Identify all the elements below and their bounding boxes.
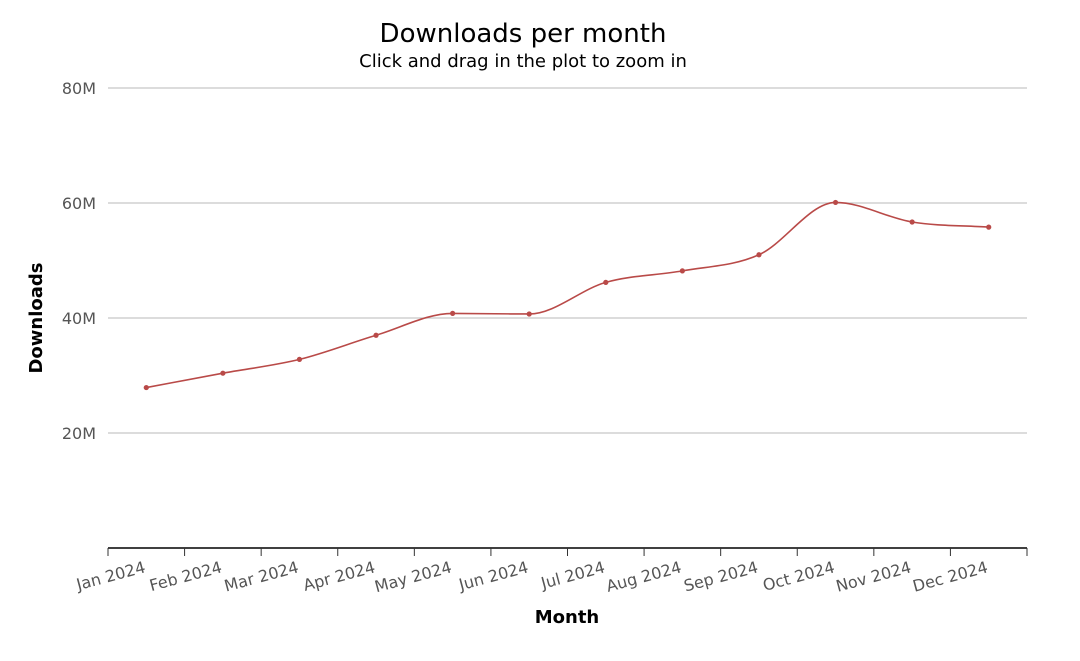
chart-subtitle: Click and drag in the plot to zoom in [359, 51, 687, 72]
x-tick-label: Aug 2024 [604, 558, 683, 596]
data-point-jul-2024[interactable] [603, 279, 609, 285]
x-tick-label: May 2024 [373, 558, 454, 597]
chart-title: Downloads per month [380, 19, 667, 49]
y-tick-label: 60M [62, 194, 96, 213]
y-axis-title: Downloads [26, 262, 47, 373]
y-tick-label: 20M [62, 424, 96, 443]
data-point-feb-2024[interactable] [220, 370, 226, 376]
x-tick-label: Dec 2024 [911, 558, 990, 596]
data-point-oct-2024[interactable] [832, 199, 839, 206]
data-point-sep-2024[interactable] [756, 252, 762, 258]
data-point-aug-2024[interactable] [679, 268, 685, 274]
y-axis-ticks: 20M 40M 60M 80M [62, 79, 96, 443]
x-tick-label: Feb 2024 [147, 558, 224, 596]
x-tick-label: Nov 2024 [834, 558, 913, 596]
data-point-dec-2024[interactable] [986, 224, 992, 230]
x-tick-label: Jun 2024 [456, 558, 530, 595]
data-point-nov-2024[interactable] [909, 219, 915, 225]
data-point-mar-2024[interactable] [296, 356, 303, 362]
x-axis-title: Month [535, 607, 600, 628]
data-point-apr-2024[interactable] [373, 332, 379, 338]
series-group[interactable] [143, 199, 992, 391]
y-tick-label: 80M [62, 79, 96, 98]
x-tick-label: Sep 2024 [682, 558, 760, 596]
x-tick-label: Jul 2024 [538, 558, 607, 593]
x-tick-label: Jan 2024 [73, 558, 147, 595]
gridlines [108, 87, 1027, 434]
x-tick-label: Oct 2024 [761, 558, 837, 595]
data-point-jan-2024[interactable] [143, 384, 149, 391]
x-tick-label: Apr 2024 [301, 558, 377, 595]
series-line[interactable] [146, 201, 989, 389]
y-tick-label: 40M [62, 309, 96, 328]
data-point-may-2024[interactable] [450, 310, 456, 316]
data-point-jun-2024[interactable] [526, 311, 532, 317]
x-tick-label: Mar 2024 [222, 558, 300, 596]
